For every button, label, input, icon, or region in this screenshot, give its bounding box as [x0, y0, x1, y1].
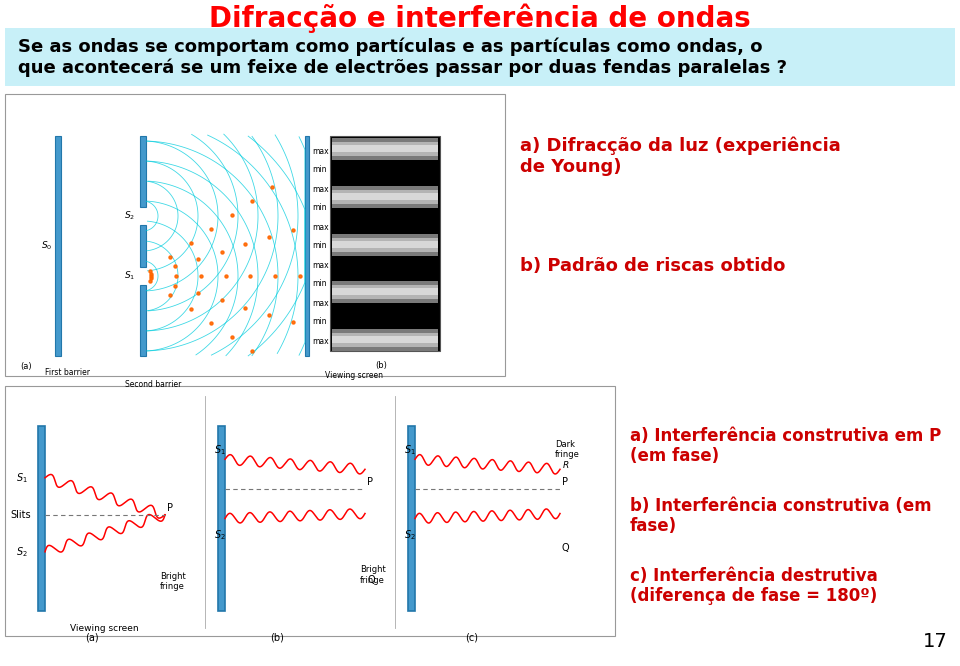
Text: First barrier: First barrier: [45, 368, 90, 377]
Text: $S_1$: $S_1$: [214, 444, 226, 458]
Bar: [332, 234, 438, 256]
Text: (b): (b): [375, 361, 387, 370]
Text: P: P: [562, 477, 568, 487]
Text: (a): (a): [85, 633, 99, 643]
Bar: [305, 136, 309, 356]
Bar: [140, 225, 146, 267]
Text: $R$: $R$: [562, 459, 569, 470]
Text: c) Interferência destrutiva
(diferença de fase = 180º): c) Interferência destrutiva (diferença d…: [630, 567, 877, 605]
Text: P: P: [367, 477, 373, 487]
Bar: [332, 333, 438, 347]
Bar: [332, 288, 438, 295]
Bar: [5, 28, 955, 86]
Text: 17: 17: [924, 632, 948, 651]
Bar: [332, 186, 438, 208]
Bar: [140, 136, 146, 207]
Text: Bright
fringe: Bright fringe: [360, 565, 386, 585]
Text: Second barrier: Second barrier: [125, 380, 181, 389]
Text: Se as ondas se comportam como partículas e as partículas como ondas, o
que acont: Se as ondas se comportam como partículas…: [18, 37, 787, 77]
Text: min: min: [312, 280, 326, 288]
Text: min: min: [312, 242, 326, 250]
Bar: [140, 285, 146, 356]
Text: $S_1$: $S_1$: [16, 471, 28, 485]
Bar: [332, 238, 438, 252]
Text: min: min: [312, 165, 326, 174]
Bar: [55, 136, 61, 356]
Text: Viewing screen: Viewing screen: [325, 371, 383, 380]
Bar: [332, 142, 438, 156]
Text: $S_2$: $S_2$: [16, 545, 28, 559]
Text: a) Difracção da luz (experiência
de Young): a) Difracção da luz (experiência de Youn…: [520, 137, 841, 176]
Text: (a): (a): [20, 362, 32, 371]
Text: (c): (c): [465, 633, 478, 643]
Text: Bright
fringe: Bright fringe: [160, 572, 185, 591]
Bar: [332, 190, 438, 204]
Text: max: max: [312, 260, 328, 270]
Bar: [218, 426, 225, 611]
Bar: [332, 329, 438, 351]
Bar: [332, 285, 438, 299]
Text: Viewing screen: Viewing screen: [70, 624, 138, 633]
Text: (b): (b): [270, 633, 284, 643]
Text: Q: Q: [367, 575, 374, 585]
Bar: [408, 426, 415, 611]
Bar: [38, 426, 45, 611]
Text: P: P: [167, 503, 173, 513]
Bar: [332, 240, 438, 248]
Text: max: max: [312, 184, 328, 194]
Text: min: min: [312, 318, 326, 326]
Text: max: max: [312, 147, 328, 155]
Text: max: max: [312, 336, 328, 346]
Text: $S_2$: $S_2$: [404, 529, 416, 542]
Text: Q: Q: [562, 543, 569, 553]
Text: max: max: [312, 222, 328, 232]
Bar: [5, 386, 615, 636]
Text: b) Interferência construtiva (em
fase): b) Interferência construtiva (em fase): [630, 497, 931, 535]
Bar: [332, 281, 438, 303]
Text: $S_0$: $S_0$: [41, 240, 53, 252]
Text: a) Interferência construtiva em P
(em fase): a) Interferência construtiva em P (em fa…: [630, 427, 941, 466]
Text: min: min: [312, 204, 326, 212]
Text: Slits: Slits: [10, 509, 31, 519]
Text: max: max: [312, 298, 328, 308]
Bar: [332, 138, 438, 160]
Text: $S_2$: $S_2$: [214, 529, 226, 542]
Text: $S_1$: $S_1$: [124, 270, 135, 282]
Bar: [332, 145, 438, 152]
Text: $S_2$: $S_2$: [124, 210, 135, 222]
Text: Dark
fringe: Dark fringe: [555, 440, 580, 460]
Bar: [332, 192, 438, 200]
Text: $S_1$: $S_1$: [404, 444, 416, 458]
Text: Difracção e interferência de ondas: Difracção e interferência de ondas: [209, 3, 751, 33]
Bar: [332, 336, 438, 343]
Bar: [330, 136, 440, 351]
Bar: [5, 94, 505, 376]
Text: b) Padrão de riscas obtido: b) Padrão de riscas obtido: [520, 257, 785, 275]
